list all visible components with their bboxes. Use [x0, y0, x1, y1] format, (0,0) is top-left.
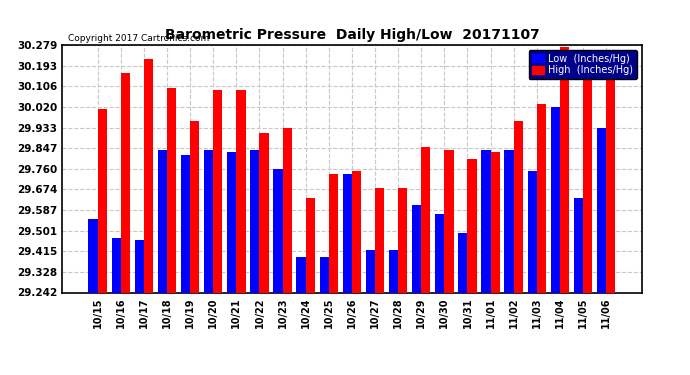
Bar [583, 76, 592, 292]
Bar [574, 198, 583, 292]
Bar [135, 240, 144, 292]
Bar [319, 257, 329, 292]
Bar [458, 233, 467, 292]
Bar [144, 59, 153, 292]
Bar [504, 150, 513, 292]
Legend: Low  (Inches/Hg), High  (Inches/Hg): Low (Inches/Hg), High (Inches/Hg) [529, 50, 637, 79]
Bar [482, 150, 491, 292]
Bar [375, 188, 384, 292]
Bar [421, 147, 431, 292]
Bar [352, 171, 361, 292]
Bar [250, 150, 259, 292]
Bar [412, 205, 421, 292]
Bar [237, 90, 246, 292]
Bar [467, 159, 477, 292]
Bar [366, 250, 375, 292]
Bar [158, 150, 167, 292]
Bar [88, 219, 98, 292]
Bar [283, 128, 292, 292]
Bar [181, 154, 190, 292]
Bar [259, 133, 268, 292]
Bar [560, 47, 569, 292]
Bar [551, 107, 560, 292]
Bar [435, 214, 444, 292]
Bar [297, 257, 306, 292]
Bar [167, 88, 176, 292]
Bar [213, 90, 222, 292]
Bar [398, 188, 407, 292]
Bar [98, 109, 107, 292]
Bar [597, 128, 606, 292]
Bar [329, 174, 338, 292]
Bar [444, 150, 453, 292]
Bar [227, 152, 237, 292]
Title: Barometric Pressure  Daily High/Low  20171107: Barometric Pressure Daily High/Low 20171… [164, 28, 540, 42]
Bar [306, 198, 315, 292]
Bar [273, 169, 283, 292]
Bar [204, 150, 213, 292]
Bar [606, 64, 615, 292]
Bar [528, 171, 537, 292]
Bar [121, 74, 130, 292]
Bar [112, 238, 121, 292]
Bar [491, 152, 500, 292]
Bar [513, 121, 523, 292]
Bar [343, 174, 352, 292]
Bar [537, 104, 546, 292]
Bar [190, 121, 199, 292]
Bar [389, 250, 398, 292]
Text: Copyright 2017 Cartronics.com: Copyright 2017 Cartronics.com [68, 33, 209, 42]
